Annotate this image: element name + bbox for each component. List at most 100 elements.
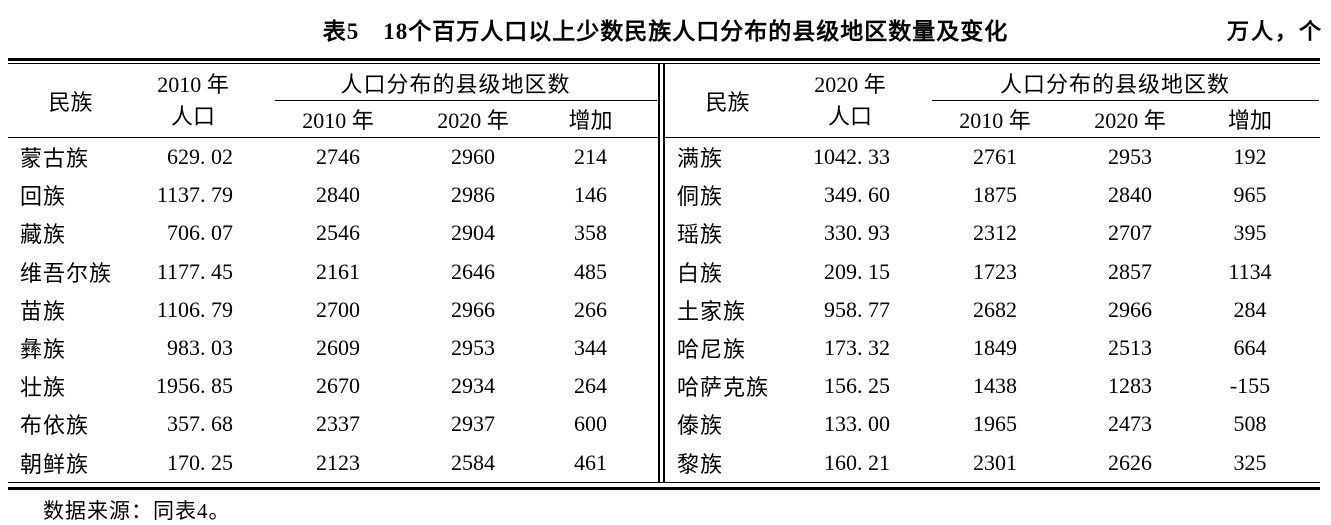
ethnicity-cell: 布依族	[20, 413, 90, 439]
ethnicity-cell: 彝族	[20, 337, 67, 363]
ethnicity-cell: 侗族	[677, 184, 724, 210]
count-2010-cell: 2682	[973, 296, 1017, 322]
increase-cell: 664	[1233, 335, 1267, 361]
increase-cell: 508	[1233, 411, 1267, 437]
increase-cell: 264	[574, 373, 607, 399]
right-panel-header: 民族 2020 年 人口 人口分布的县级地区数 2010 年 2020 年 增加	[665, 64, 1320, 138]
population-year-label: 2010 年	[157, 71, 229, 97]
increase-cell: 461	[574, 449, 607, 475]
table-content: 民族 2010 年 人口 人口分布的县级地区数 2010 年 2020 年 增加…	[8, 63, 1320, 483]
ethnicity-cell: 苗族	[20, 298, 67, 324]
sub-header-2010: 2010 年	[302, 108, 374, 133]
count-2010-cell: 2746	[316, 144, 360, 170]
right-panel-rows: 满族 1042. 33 2761 2953 192 侗族 349. 60 1875 2840 96…	[665, 138, 1320, 482]
population-cell: 1177. 45	[156, 258, 233, 284]
sub-header-2020: 2020 年	[1094, 108, 1166, 133]
source-note: 数据来源：同表4。	[43, 499, 231, 523]
count-2010-cell: 2546	[316, 220, 360, 246]
sub-header-increase: 增加	[1227, 108, 1272, 133]
count-2010-cell: 2312	[973, 220, 1017, 246]
count-2020-cell: 1283	[1108, 373, 1152, 399]
count-2020-cell: 2626	[1108, 449, 1152, 475]
col-header-ethnicity: 民族	[705, 89, 750, 115]
left-panel-header: 民族 2010 年 人口 人口分布的县级地区数 2010 年 2020 年 增加	[8, 64, 658, 138]
population-cell: 1137. 79	[156, 182, 233, 208]
unit-label: 万人，个	[1226, 19, 1323, 44]
count-2010-cell: 2161	[316, 258, 360, 284]
ethnicity-cell: 壮族	[20, 375, 67, 401]
count-2020-cell: 2953	[1108, 144, 1152, 170]
count-2010-cell: 2670	[316, 373, 360, 399]
population-cell: 357. 68	[167, 411, 233, 437]
count-2020-cell: 2966	[451, 296, 495, 322]
increase-cell: 600	[574, 411, 607, 437]
count-2010-cell: 1965	[973, 411, 1017, 437]
ethnicity-cell: 维吾尔族	[20, 260, 113, 286]
population-cell: 209. 15	[824, 258, 890, 284]
increase-cell: 344	[574, 335, 607, 361]
count-2010-cell: 2337	[316, 411, 360, 437]
population-year-label: 2020 年	[814, 71, 886, 97]
title-row: 表5 18个百万人口以上少数民族人口分布的县级地区数量及变化 万人，个	[0, 12, 1331, 46]
population-cell: 1956. 85	[156, 373, 233, 399]
population-cell: 349. 60	[824, 182, 890, 208]
population-cell: 958. 77	[824, 296, 890, 322]
count-2020-cell: 2966	[1108, 296, 1152, 322]
group-header-county-regions: 人口分布的县级地区数	[910, 64, 1320, 101]
population-cell: 629. 02	[167, 144, 233, 170]
count-2020-cell: 2953	[451, 335, 495, 361]
increase-cell: 395	[1233, 220, 1267, 246]
ethnicity-cell: 回族	[20, 184, 67, 210]
ethnicity-cell: 藏族	[20, 222, 67, 248]
increase-cell: 965	[1233, 182, 1267, 208]
population-cell: 160. 21	[824, 449, 890, 475]
count-2010-cell: 1849	[973, 335, 1017, 361]
col-header-population: 2010 年 人口	[133, 64, 253, 137]
count-2020-cell: 2857	[1108, 258, 1152, 284]
population-cell: 1106. 79	[156, 296, 233, 322]
population-cell: 170. 25	[167, 449, 233, 475]
count-2010-cell: 2123	[316, 449, 360, 475]
count-2020-cell: 2986	[451, 182, 495, 208]
col-header-population: 2020 年 人口	[790, 64, 910, 137]
count-2020-cell: 2904	[451, 220, 495, 246]
left-panel-rows: 蒙古族 629. 02 2746 2960 214 回族 1137. 79 2840 2986 1…	[8, 138, 658, 482]
population-cell: 173. 32	[824, 335, 890, 361]
ethnicity-cell: 哈萨克族	[677, 375, 770, 401]
increase-cell: -155	[1229, 373, 1271, 399]
increase-cell: 284	[1233, 296, 1267, 322]
count-2020-cell: 2937	[451, 411, 495, 437]
count-2010-cell: 2700	[316, 296, 360, 322]
population-cell: 330. 93	[824, 220, 890, 246]
ethnicity-cell: 傣族	[677, 413, 724, 439]
top-thick-rule	[8, 58, 1320, 61]
increase-cell: 146	[574, 182, 607, 208]
bottom-thick-rule	[8, 486, 1320, 490]
ethnicity-cell: 土家族	[677, 298, 747, 324]
ethnicity-cell: 黎族	[677, 451, 724, 477]
sub-header-2020: 2020 年	[437, 108, 509, 133]
count-2020-cell: 2707	[1108, 220, 1152, 246]
population-cell: 706. 07	[167, 220, 233, 246]
increase-cell: 1134	[1228, 258, 1272, 284]
increase-cell: 485	[574, 258, 607, 284]
population-cell: 133. 00	[824, 411, 890, 437]
panel-divider	[658, 64, 665, 482]
count-2010-cell: 2761	[973, 144, 1017, 170]
count-2010-cell: 2301	[973, 449, 1017, 475]
table-title: 表5 18个百万人口以上少数民族人口分布的县级地区数量及变化	[322, 19, 1009, 44]
increase-cell: 266	[574, 296, 607, 322]
count-2020-cell: 2934	[451, 373, 495, 399]
sub-header-2010: 2010 年	[959, 108, 1031, 133]
count-2020-cell: 2584	[451, 449, 495, 475]
left-panel: 民族 2010 年 人口 人口分布的县级地区数 2010 年 2020 年 增加…	[8, 64, 658, 482]
ethnicity-cell: 白族	[677, 260, 724, 286]
increase-cell: 358	[574, 220, 607, 246]
count-2010-cell: 1875	[973, 182, 1017, 208]
count-2020-cell: 2840	[1108, 182, 1152, 208]
count-2010-cell: 1438	[973, 373, 1017, 399]
right-panel: 民族 2020 年 人口 人口分布的县级地区数 2010 年 2020 年 增加…	[665, 64, 1320, 482]
count-2010-cell: 2840	[316, 182, 360, 208]
ethnicity-cell: 蒙古族	[20, 146, 90, 172]
